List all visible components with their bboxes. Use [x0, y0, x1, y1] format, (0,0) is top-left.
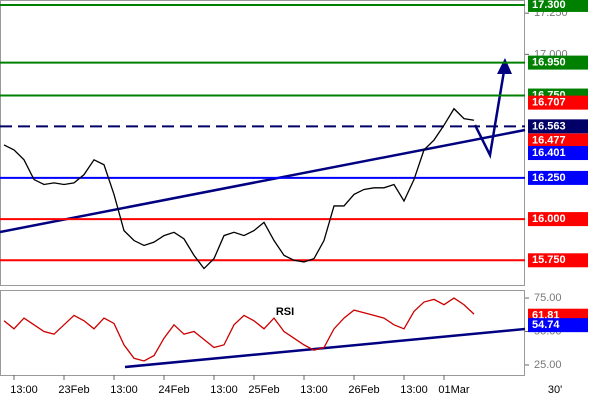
price-tag-label: 15.750: [532, 254, 566, 266]
price-tag-label: 16.401: [532, 147, 566, 159]
x-tick-label: 01Mar: [438, 384, 470, 396]
price-tag: [528, 170, 588, 185]
y-tick-label: 75.00: [534, 292, 562, 304]
x-tick-label: 13:00: [10, 384, 38, 396]
price-tag: [528, 0, 588, 12]
x-tick-label: 25Feb: [248, 384, 279, 396]
price-tag-label: 54.74: [532, 319, 560, 331]
arrow-head: [497, 58, 512, 74]
rsi-trend-line: [124, 327, 526, 369]
price-tag-label: 16.477: [532, 134, 566, 146]
x-tick-label: 13:00: [300, 384, 328, 396]
price-tag: [528, 119, 588, 134]
x-tick-label: 13:00: [110, 384, 138, 396]
price-tag: [528, 318, 588, 333]
panel-title: RSI: [276, 306, 294, 318]
x-tick-label: 26Feb: [348, 384, 379, 396]
price-tag: [528, 133, 588, 148]
series-line: [3, 297, 475, 362]
price-tag: [528, 146, 588, 161]
timeframe-label: 30': [548, 384, 562, 396]
price-tag-label: 16.707: [532, 97, 566, 109]
x-tick-label: 24Feb: [158, 384, 189, 396]
x-tick-label: 13:00: [210, 384, 238, 396]
price-tag: [528, 95, 588, 110]
price-tag-label: 16.950: [532, 57, 566, 69]
series-line: [3, 107, 475, 270]
price-tag-label: 17.300: [532, 0, 566, 11]
rsi-panel: [0, 290, 525, 376]
price-tag: [528, 55, 588, 70]
price-tag-label: 16.250: [532, 172, 566, 184]
y-tick-label: 25.00: [534, 359, 562, 371]
price-panel: [0, 0, 525, 286]
price-tag: [528, 253, 588, 268]
price-tag-label: 16.563: [532, 120, 566, 132]
price-tag-label: 16.000: [532, 213, 566, 225]
trend-line: [0, 128, 526, 234]
x-tick-label: 13:00: [400, 384, 428, 396]
x-tick-label: 23Feb: [58, 384, 89, 396]
price-tag: [528, 212, 588, 227]
